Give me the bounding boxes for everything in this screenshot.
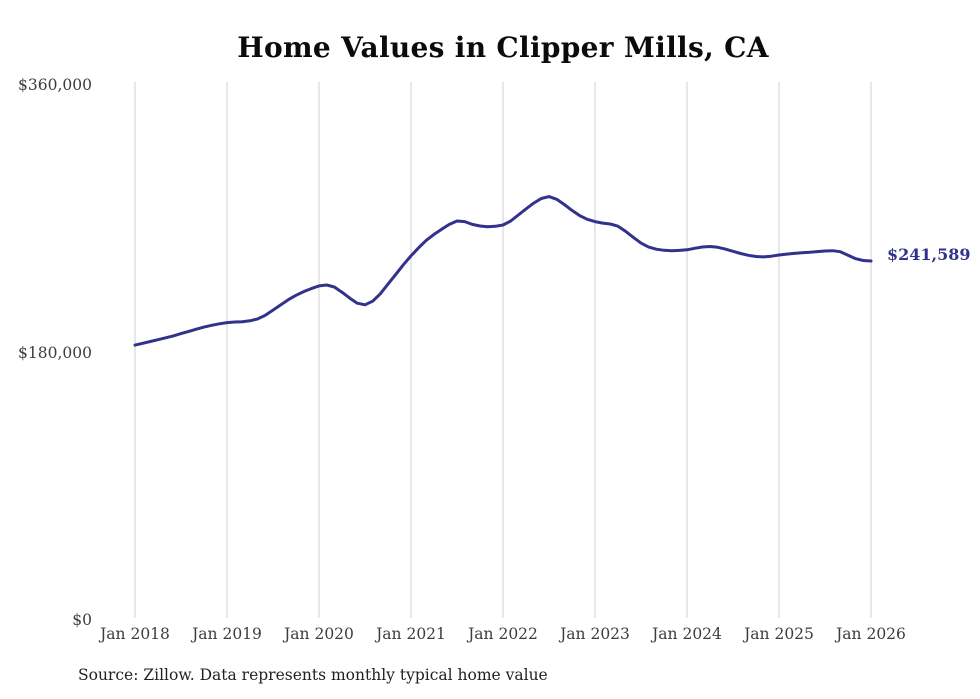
gridlines <box>134 82 872 618</box>
x-tick-label: Jan 2022 <box>468 625 538 643</box>
source-note: Source: Zillow. Data represents monthly … <box>78 666 548 684</box>
x-tick-label: Jan 2023 <box>560 625 630 643</box>
y-tick-label: $360,000 <box>18 76 92 94</box>
x-tick-label: Jan 2018 <box>100 625 170 643</box>
x-tick-label: Jan 2025 <box>744 625 814 643</box>
home-value-line <box>133 195 873 347</box>
x-tick-label: Jan 2020 <box>284 625 354 643</box>
chart-title: Home Values in Clipper Mills, CA <box>237 31 769 64</box>
y-tick-label: $0 <box>72 611 92 629</box>
y-tick-label: $180,000 <box>18 343 92 362</box>
x-tick-label: Jan 2026 <box>836 625 906 643</box>
x-tick-label: Jan 2019 <box>192 625 262 643</box>
x-tick-label: Jan 2021 <box>376 625 446 643</box>
x-tick-label: Jan 2024 <box>652 625 722 643</box>
latest-value-label: $241,589 <box>887 245 971 264</box>
